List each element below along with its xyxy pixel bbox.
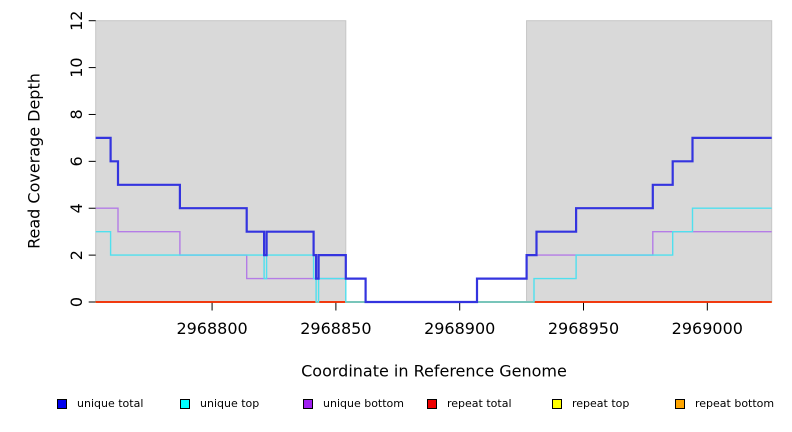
y-tick-label: 6 — [67, 156, 86, 166]
x-tick-label: 2968800 — [176, 319, 247, 338]
y-tick-label: 12 — [67, 11, 86, 31]
y-tick-label: 4 — [67, 203, 86, 213]
x-tick-label: 2968950 — [548, 319, 619, 338]
x-tick-label: 2968850 — [300, 319, 371, 338]
shaded-region — [95, 20, 347, 303]
y-axis-title: Read Coverage Depth — [24, 73, 44, 249]
y-tick-label: 10 — [67, 57, 86, 77]
series-line-unique-top — [95, 207, 772, 303]
y-tick-label: 8 — [67, 109, 86, 119]
shaded-region — [526, 20, 773, 303]
y-tick-label: 0 — [67, 297, 86, 307]
x-tick-label: 2969000 — [672, 319, 743, 338]
y-tick-label: 2 — [67, 250, 86, 260]
x-axis-title: Coordinate in Reference Genome — [301, 361, 567, 381]
series-line-unique-total — [95, 136, 772, 304]
x-tick-label: 2968900 — [424, 319, 495, 338]
